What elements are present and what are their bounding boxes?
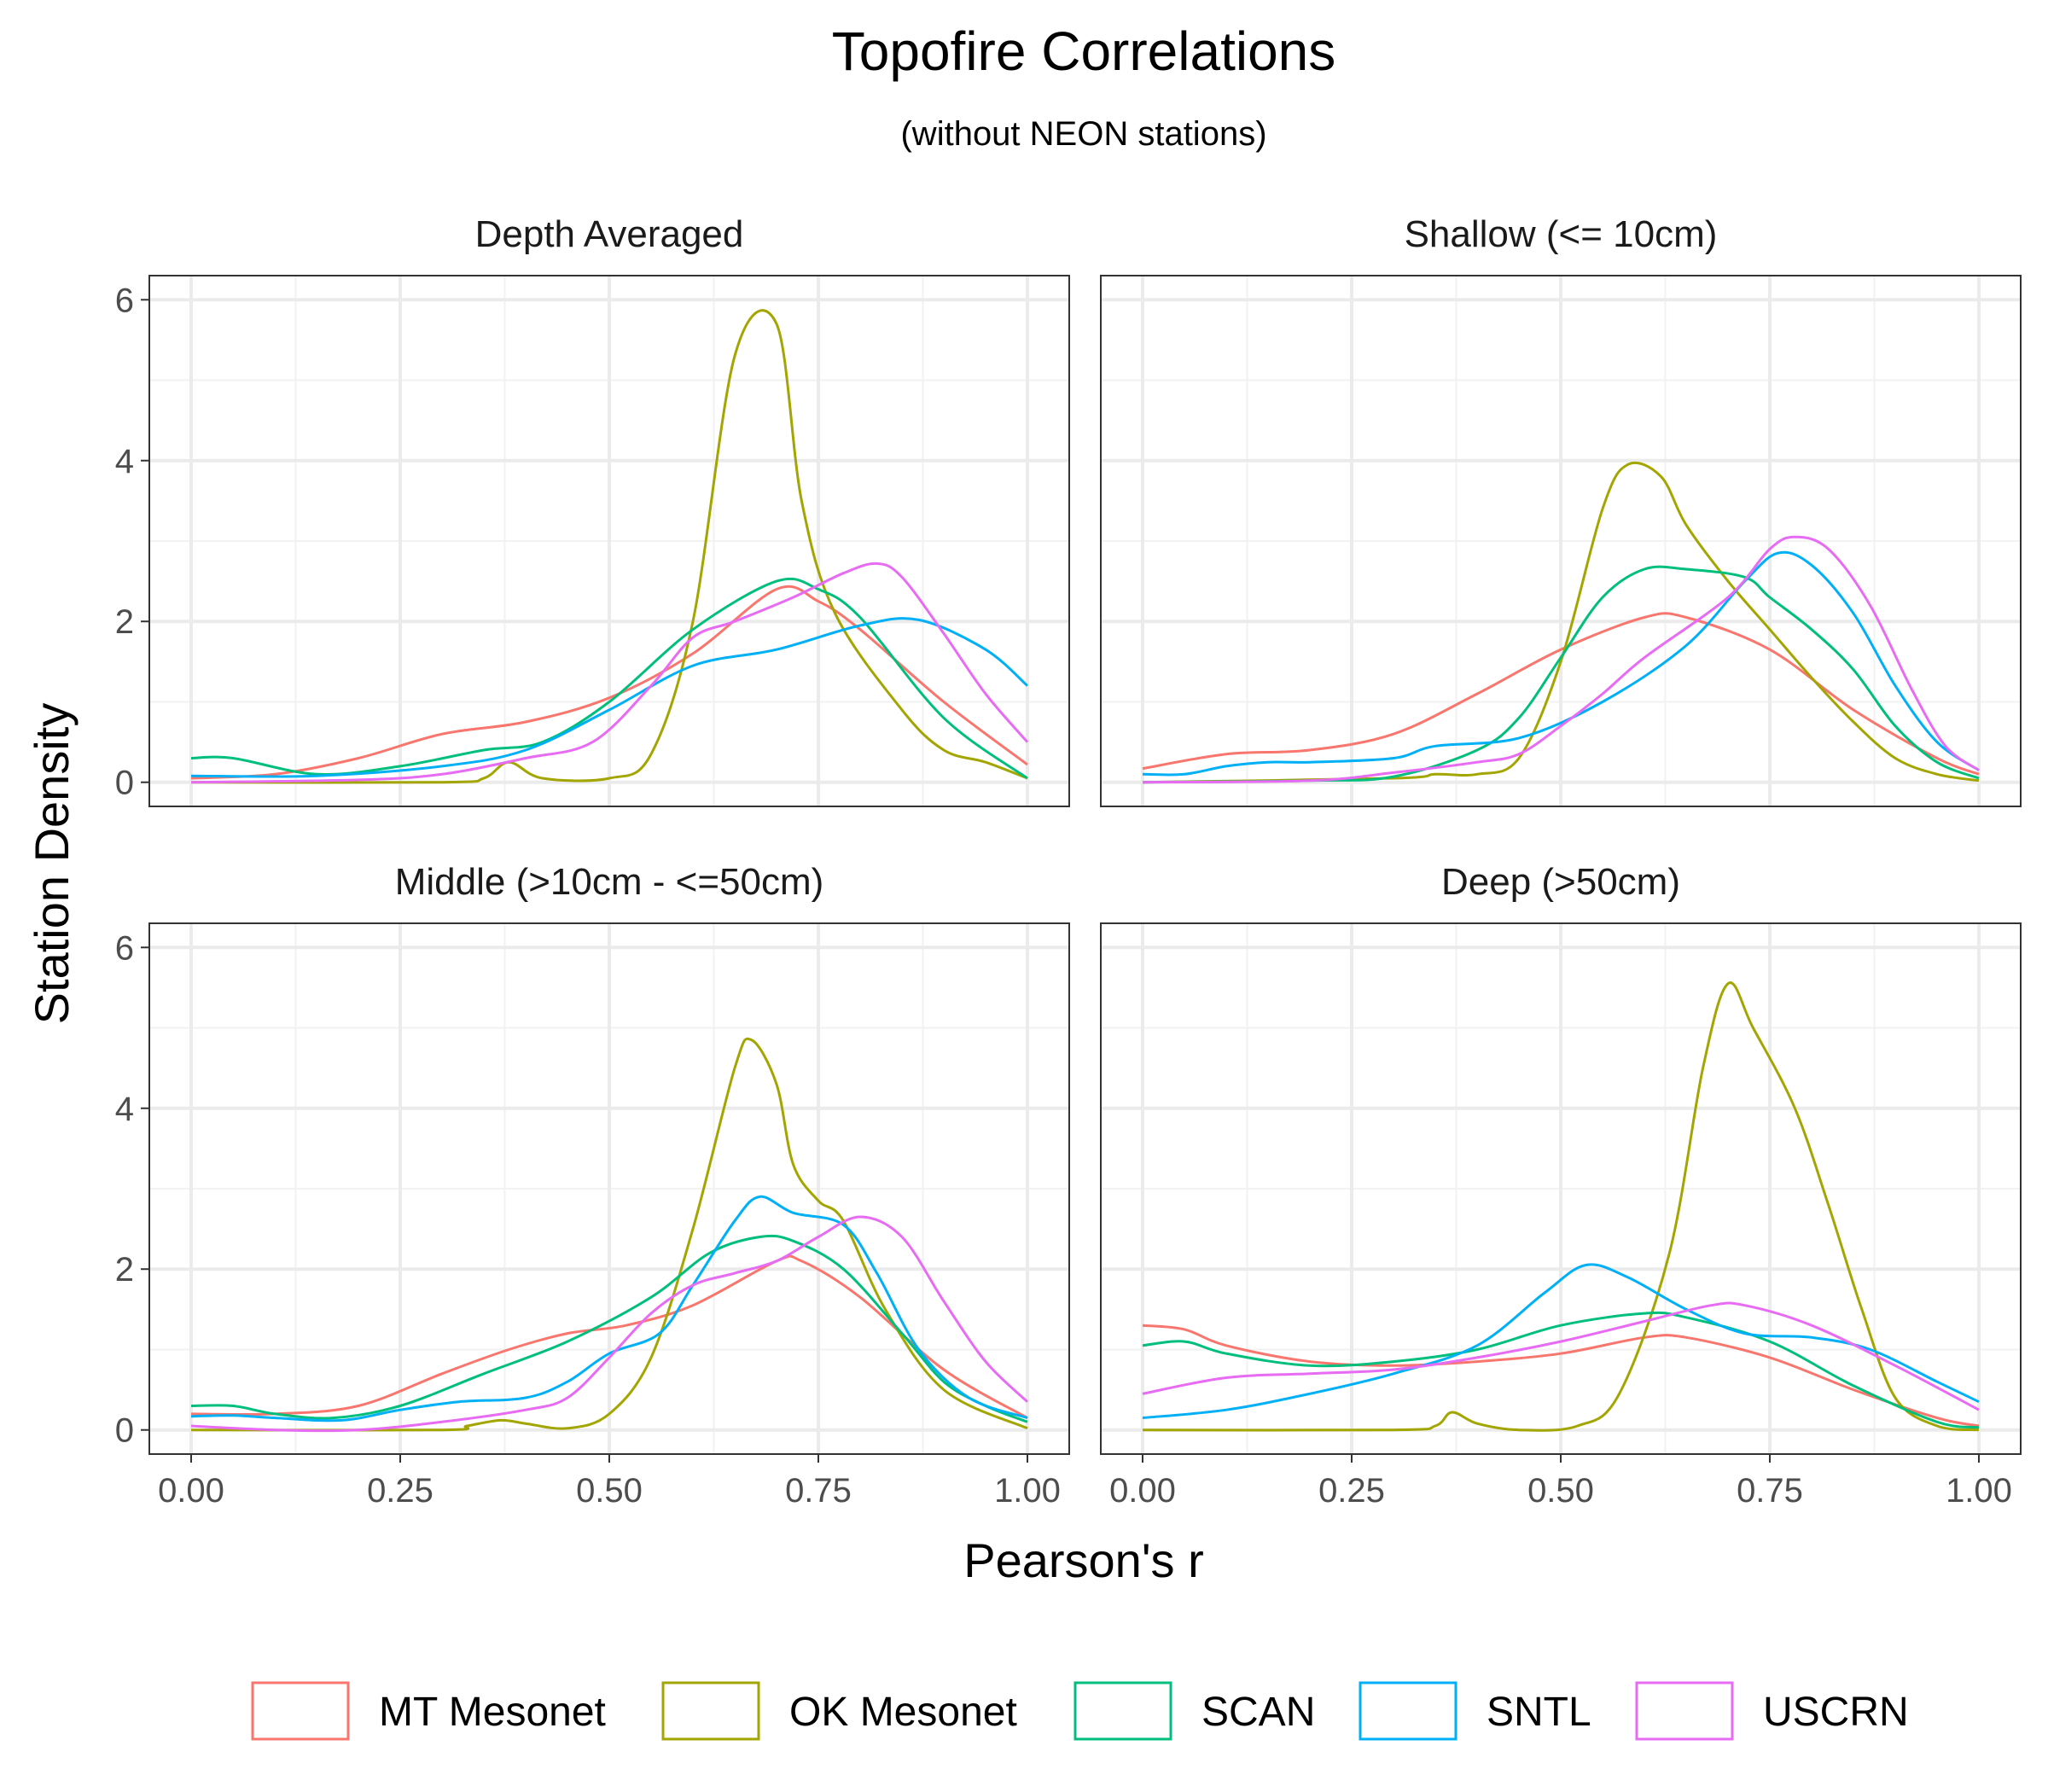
x-tick-label: 0.50	[576, 1472, 643, 1510]
y-tick-label: 0	[115, 1412, 134, 1450]
density-line-mt-mesonet	[1142, 1324, 1980, 1428]
density-line-uscrn	[190, 1215, 1029, 1433]
x-tick-label: 0.00	[1109, 1472, 1176, 1510]
legend-label: SNTL	[1487, 1690, 1591, 1735]
density-line-sntl	[1142, 550, 1980, 777]
legend-item-mt-mesonet: MT Mesonet	[251, 1681, 606, 1741]
density-line-uscrn	[1142, 1301, 1980, 1411]
gridlines	[149, 276, 1069, 806]
facet-panels: Depth Averaged 0 2 4 6 Shallow (<= 10cm) Middl…	[115, 213, 2022, 1510]
panel-title: Shallow (<= 10cm)	[1405, 213, 1718, 255]
density-line-scan	[190, 577, 1028, 780]
density-line-scan	[1142, 565, 1980, 784]
legend: MT Mesonet OK Mesonet SCAN SNTL USCRN	[251, 1681, 1909, 1741]
panel-shallow-10cm: Shallow (<= 10cm)	[1100, 213, 2022, 807]
y-tick-label: 2	[115, 1251, 134, 1289]
density-line-uscrn	[1142, 535, 1980, 784]
density-line-mt-mesonet	[190, 585, 1028, 780]
y-tick-label: 4	[115, 443, 134, 480]
gridlines	[1101, 276, 2021, 806]
density-line-ok-mesonet	[1142, 981, 1980, 1432]
y-tick-label: 4	[115, 1091, 134, 1128]
y-tick-label: 2	[115, 603, 134, 641]
density-line-mt-mesonet	[1142, 612, 1980, 776]
x-axis-title: Pearson's r	[963, 1533, 1203, 1587]
legend-key	[1359, 1681, 1457, 1741]
legend-label: USCRN	[1763, 1690, 1909, 1735]
legend-key	[1073, 1681, 1172, 1741]
x-tick-label: 0.00	[158, 1472, 224, 1510]
legend-label: MT Mesonet	[379, 1690, 606, 1735]
x-tick-label: 0.75	[1737, 1472, 1803, 1510]
x-tick-label: 0.25	[367, 1472, 433, 1510]
density-line-ok-mesonet	[1142, 461, 1980, 784]
y-axis-title: Station Density	[25, 703, 79, 1025]
panel-depth-averaged: Depth Averaged 0 2 4 6	[115, 213, 1070, 807]
panel-title: Middle (>10cm - <=50cm)	[395, 861, 824, 903]
panel-title: Deep (>50cm)	[1441, 861, 1680, 903]
panel-title: Depth Averaged	[475, 213, 744, 255]
legend-item-uscrn: USCRN	[1635, 1681, 1909, 1741]
density-line-sntl	[190, 1195, 1028, 1423]
chart-title: Topofire Correlations	[832, 20, 1336, 82]
legend-item-sntl: SNTL	[1359, 1681, 1591, 1741]
panel-border	[148, 275, 1070, 807]
panel-border	[1100, 275, 2022, 807]
density-line-scan	[190, 1234, 1028, 1423]
legend-item-ok-mesonet: OK Mesonet	[661, 1681, 1017, 1741]
panel-deep-50cm: Deep (>50cm) 0.00 0.25 0.50 0.75 1.00	[1100, 861, 2022, 1510]
y-tick-label: 6	[115, 929, 134, 967]
legend-label: SCAN	[1201, 1690, 1315, 1735]
x-tick-label: 1.00	[1946, 1472, 2012, 1510]
density-line-scan	[1142, 1311, 1980, 1429]
density-line-ok-mesonet	[190, 309, 1028, 784]
density-line-uscrn	[190, 561, 1029, 784]
density-line-mt-mesonet	[190, 1254, 1028, 1419]
legend-key	[661, 1681, 760, 1741]
density-line-ok-mesonet	[190, 1037, 1028, 1432]
gridlines	[149, 923, 1069, 1454]
x-tick-label: 0.75	[785, 1472, 852, 1510]
panel-middle-10cm-50cm: Middle (>10cm - <=50cm) 0 2 4 6 0.00 0.25 0.50 0…	[115, 861, 1070, 1510]
x-tick-label: 0.25	[1318, 1472, 1385, 1510]
density-line-sntl	[190, 617, 1028, 778]
legend-label: OK Mesonet	[789, 1690, 1017, 1735]
legend-key	[251, 1681, 350, 1741]
chart-subtitle: (without NEON stations)	[900, 115, 1266, 153]
y-tick-label: 0	[115, 765, 134, 802]
legend-key	[1635, 1681, 1734, 1741]
x-tick-label: 0.50	[1527, 1472, 1594, 1510]
x-tick-label: 1.00	[994, 1472, 1061, 1510]
legend-item-scan: SCAN	[1073, 1681, 1315, 1741]
y-tick-label: 6	[115, 282, 134, 319]
